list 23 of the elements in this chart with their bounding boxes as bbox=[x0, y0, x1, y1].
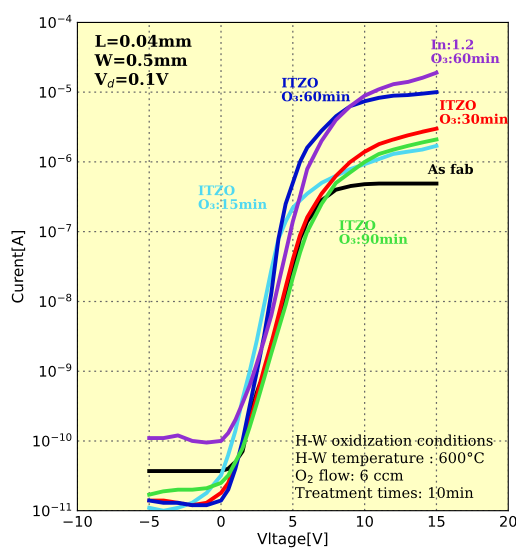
y-tick-label: 10$^{−4}$ bbox=[40, 14, 72, 28]
x-tick-label: 15 bbox=[428, 516, 444, 527]
x-tick-label: 5 bbox=[289, 516, 296, 527]
x-tick-label: 0 bbox=[217, 516, 225, 527]
x-tick-label: 10 bbox=[356, 516, 373, 527]
x-axis-title: Vltage[V] bbox=[257, 532, 328, 548]
series-label: ITZO O₃:60min bbox=[282, 78, 350, 102]
y-axis-title: Curent[A] bbox=[12, 231, 26, 303]
annotation: H-W oxidization conditions H-W temperature : 600°C O$_{2}$ flow: 6 ccm Treatment times: 10min bbox=[295, 434, 493, 498]
y-tick-label: 10$^{−10}$ bbox=[33, 433, 72, 447]
y-tick-label: 10$^{−6}$ bbox=[40, 154, 72, 168]
series-label: In:1.2 O₃:60min bbox=[431, 39, 500, 64]
annotation: L=0.04mm W=0.5mm V$_{d}$=0.1V bbox=[94, 34, 192, 88]
series-label: As fab bbox=[428, 164, 474, 174]
y-tick-label: 10$^{−7}$ bbox=[40, 224, 72, 238]
y-tick-label: 10$^{−5}$ bbox=[40, 84, 72, 98]
y-tick-label: 10$^{−11}$ bbox=[33, 503, 72, 516]
series-label: ITZO O₃:90min bbox=[339, 220, 408, 244]
x-tick-label: −5 bbox=[140, 516, 159, 527]
x-tick-label: −10 bbox=[64, 516, 92, 527]
y-tick-label: 10$^{−9}$ bbox=[40, 363, 72, 377]
y-tick-label: 10$^{−8}$ bbox=[40, 294, 72, 308]
series-label: ITZO O₃:15min bbox=[198, 185, 267, 210]
